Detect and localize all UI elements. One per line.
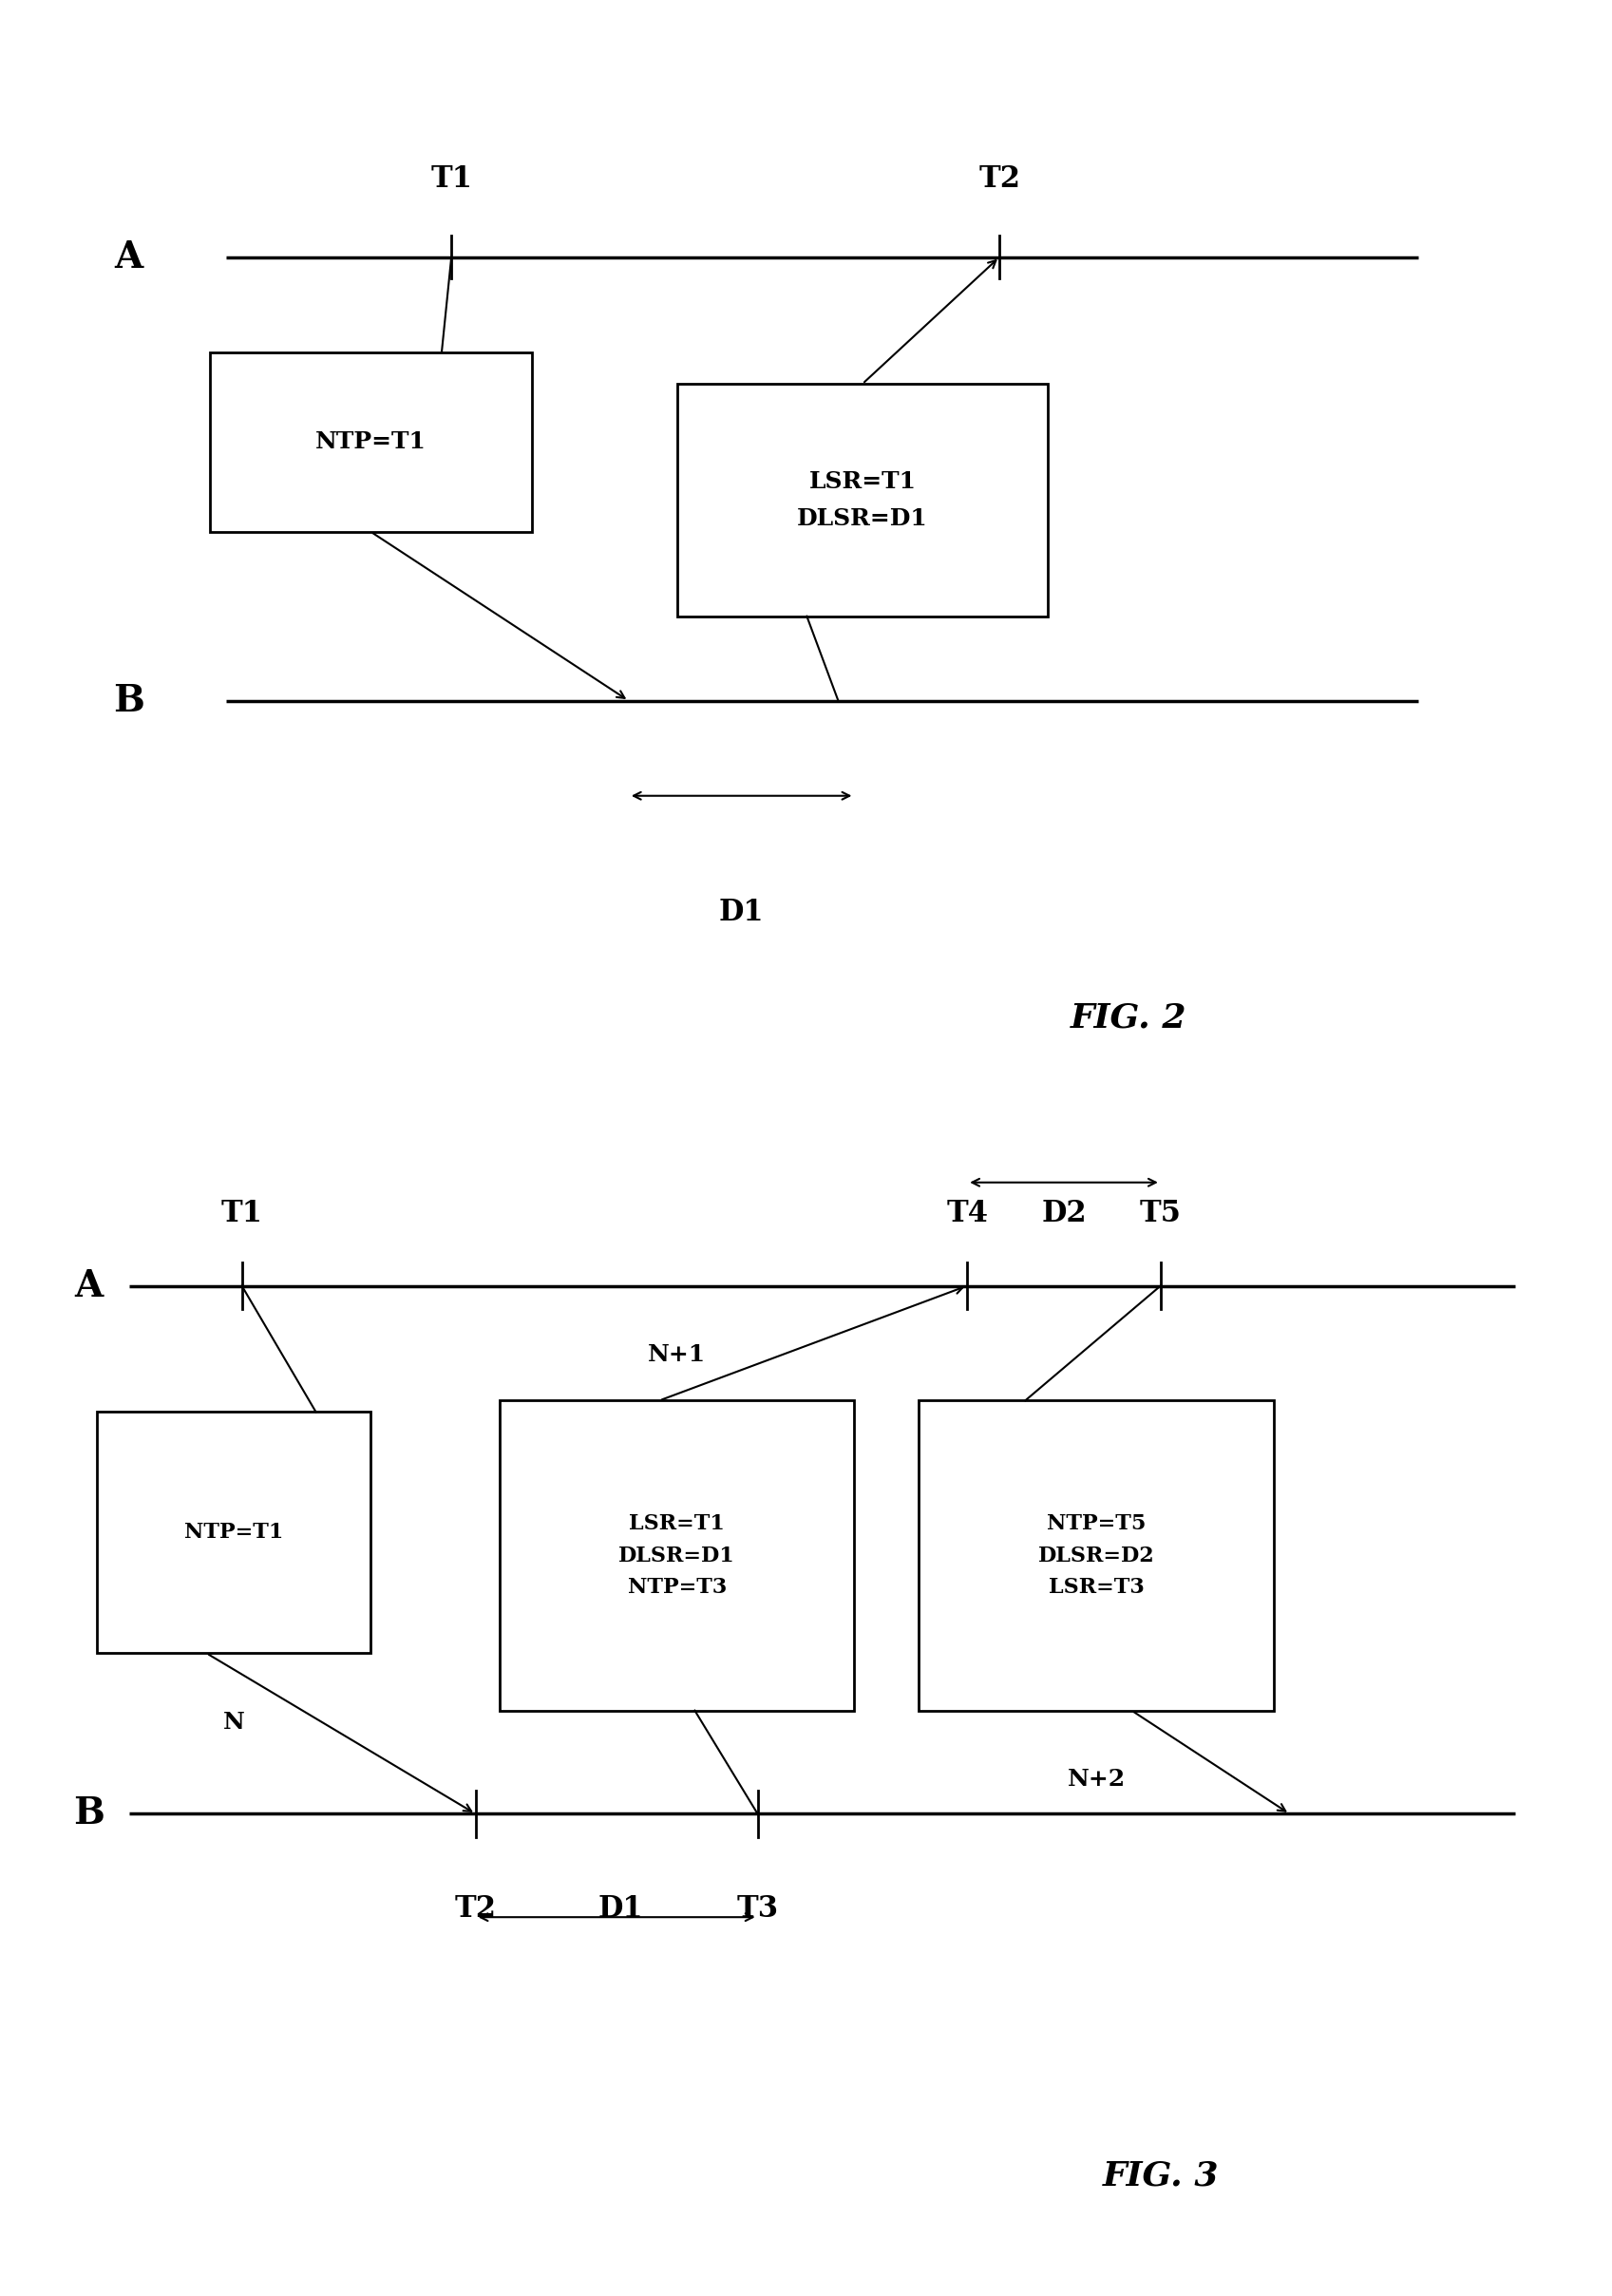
Text: LSR=T1
DLSR=D1
NTP=T3: LSR=T1 DLSR=D1 NTP=T3 xyxy=(619,1513,735,1598)
Text: N+2: N+2 xyxy=(1067,1768,1125,1791)
Bar xyxy=(210,351,532,533)
Text: T5: T5 xyxy=(1140,1199,1182,1228)
Text: T1: T1 xyxy=(430,165,472,193)
Bar xyxy=(97,1412,371,1653)
Bar xyxy=(919,1401,1273,1711)
Text: NTP=T1: NTP=T1 xyxy=(184,1522,284,1543)
Text: D1: D1 xyxy=(719,898,764,928)
Bar xyxy=(677,383,1048,615)
Text: FIG. 3: FIG. 3 xyxy=(1103,2158,1219,2193)
Text: B: B xyxy=(73,1795,105,1832)
Text: LSR=T1
DLSR=D1: LSR=T1 DLSR=D1 xyxy=(796,471,929,530)
Bar xyxy=(500,1401,854,1711)
Text: T2: T2 xyxy=(978,165,1020,193)
Text: T2: T2 xyxy=(455,1894,496,1924)
Text: N+1: N+1 xyxy=(648,1343,706,1366)
Text: T4: T4 xyxy=(946,1199,988,1228)
Text: A: A xyxy=(74,1267,103,1304)
Text: N: N xyxy=(222,1711,245,1733)
Text: NTP=T1: NTP=T1 xyxy=(316,432,426,452)
Text: D1: D1 xyxy=(598,1894,643,1924)
Text: NTP=T5
DLSR=D2
LSR=T3: NTP=T5 DLSR=D2 LSR=T3 xyxy=(1038,1513,1154,1598)
Text: B: B xyxy=(113,682,145,719)
Text: T1: T1 xyxy=(221,1199,263,1228)
Text: FIG. 2: FIG. 2 xyxy=(1070,1001,1186,1033)
Text: T3: T3 xyxy=(737,1894,779,1924)
Text: D2: D2 xyxy=(1041,1199,1086,1228)
Text: A: A xyxy=(114,239,143,276)
